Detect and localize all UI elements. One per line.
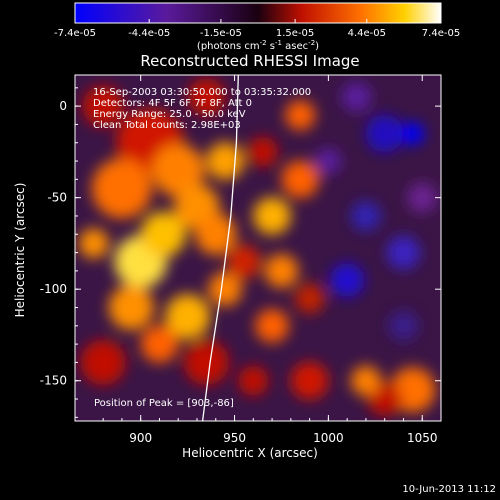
image-blob [80, 339, 126, 385]
image-blob [165, 294, 211, 340]
footer-date: 10-Jun-2013 11:12 [402, 484, 496, 495]
image-blob [281, 160, 319, 199]
image-blob [388, 310, 419, 341]
image-blob [401, 122, 425, 145]
x-tick-label: 950 [223, 431, 246, 445]
x-tick-label: 1000 [313, 431, 344, 445]
image-blob [294, 283, 325, 314]
x-tick-label: 1050 [407, 431, 438, 445]
image-blob [247, 136, 278, 167]
plot-frame [74, 74, 442, 422]
image-blob [78, 228, 109, 259]
image-blob [290, 361, 329, 400]
image-blob [365, 114, 404, 153]
y-tick-label: -100 [40, 282, 67, 296]
image-blob [264, 253, 299, 288]
peak-position-label: Position of Peak = [903,-86] [94, 398, 234, 409]
image-blob [82, 85, 124, 127]
image-blob [187, 78, 226, 116]
image-blob [255, 308, 289, 343]
image-blob [208, 272, 243, 307]
image-blob [253, 197, 291, 235]
colorbar-area: -7.4e-05 -4.4e-05 -1.5e-05 1.5e-05 4.4e-05 7.… [54, 2, 460, 52]
annotation-block: 16-Sep-2003 03:30:50.000 to 03:35:32.000… [93, 87, 311, 131]
x-axis-label: Heliocentric X (arcsec) [182, 446, 318, 460]
image-blob [350, 365, 381, 396]
image-blob [151, 143, 205, 197]
y-axis-label: Heliocentric Y (arcsec) [13, 182, 27, 318]
colorbar [74, 2, 442, 24]
image-blob [140, 325, 179, 363]
image-blob [407, 182, 438, 213]
colorbar-ticks: -7.4e-05 -4.4e-05 -1.5e-05 1.5e-05 4.4e-05 7.… [54, 19, 460, 39]
annotation-time: 16-Sep-2003 03:30:50.000 to 03:35:32.000 [93, 87, 312, 98]
colorbar-tick-label: -7.4e-05 [54, 28, 96, 39]
colorbar-tick-label: -1.5e-05 [200, 28, 242, 39]
colorbar-tick-label: 1.5e-05 [276, 28, 314, 39]
solar-limb [201, 75, 239, 421]
image-blob [91, 158, 152, 219]
y-tick-label: -150 [40, 374, 67, 388]
image-blob [183, 339, 229, 385]
image-blob [285, 100, 316, 131]
image-blob [386, 235, 421, 270]
annotation-energy: Energy Range: 25.0 - 50.0 keV [93, 109, 246, 120]
image-blob [315, 147, 342, 175]
rhessi-image [78, 78, 438, 416]
colorbar-tick-label: 4.4e-05 [348, 28, 386, 39]
image-blob [330, 263, 365, 297]
image-blob [350, 200, 381, 231]
colorbar-units: (photons cm-2 s-1 asec-2) [197, 39, 319, 52]
colorbar-tick-label: -4.4e-05 [128, 28, 170, 39]
y-tick-label: 0 [59, 99, 67, 113]
image-blob [140, 211, 186, 257]
image-blob [390, 367, 436, 413]
image-blob [341, 81, 372, 112]
image-blob [206, 142, 244, 180]
colorbar-tick-label: 7.4e-05 [422, 28, 460, 39]
chart-title: Reconstructed RHESSI Image [140, 52, 360, 70]
image-blob [195, 213, 237, 255]
image-blob [227, 244, 261, 279]
image-blob [238, 365, 269, 396]
annotation-counts: Clean Total counts: 2.98E+03 [93, 120, 241, 131]
y-tick-label: -50 [47, 191, 67, 205]
axes: 900 950 1000 1050 0 -50 -100 -150 [40, 75, 441, 445]
annotation-detectors: Detectors: 4F 5F 6F 7F 8F, Att 0 [93, 98, 253, 109]
x-tick-label: 900 [129, 431, 152, 445]
image-blob [108, 284, 154, 331]
